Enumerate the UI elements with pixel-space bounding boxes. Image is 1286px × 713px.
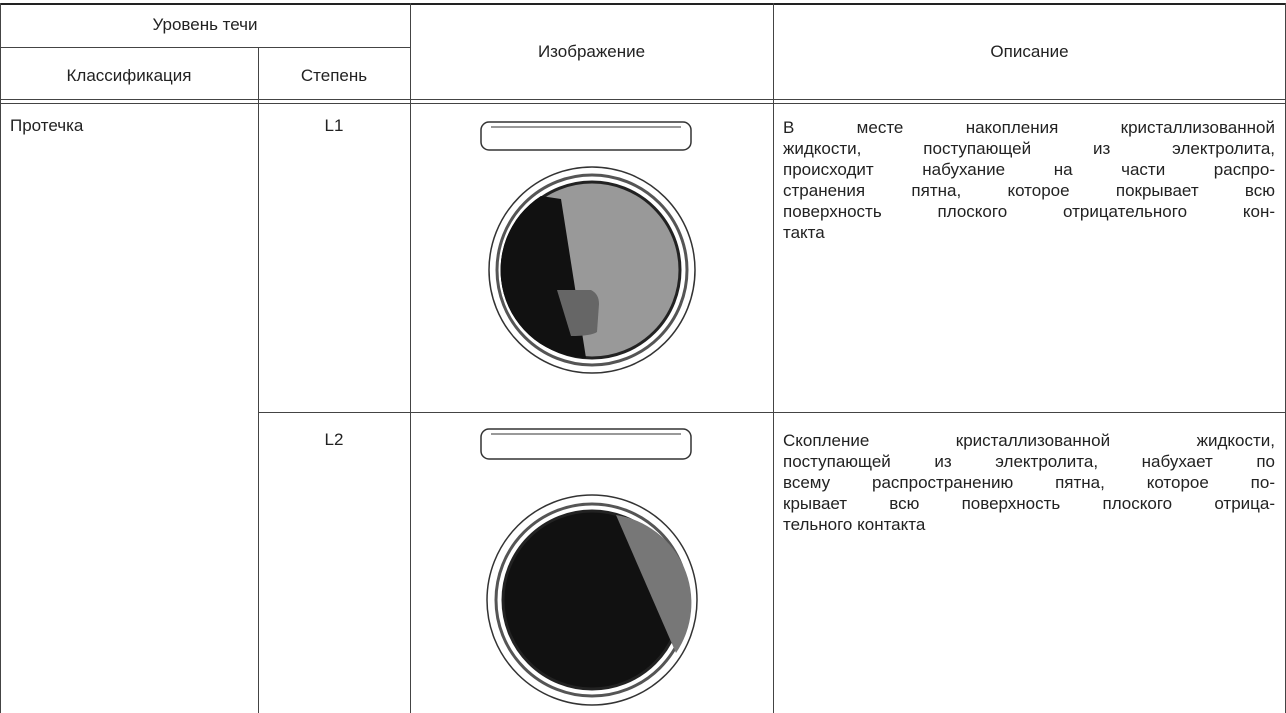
battery-image	[480, 121, 696, 374]
description-line: происходит набухание на части распро-	[783, 160, 1275, 179]
description-line: жидкости, поступающей из электролита,	[783, 139, 1275, 158]
description: Скопление кристаллизованной жидкости, пос…	[783, 430, 1275, 535]
description-line: странения пятна, которое покрывает всю	[783, 181, 1275, 200]
rule	[410, 3, 411, 713]
header-cell: Описание	[990, 42, 1069, 61]
description-line: В месте накопления кристаллизованной	[783, 118, 1275, 137]
description-line: поступающей из электролита, набухает по	[783, 452, 1275, 471]
rule	[258, 47, 259, 713]
description-line: крывает всю поверхность плоского отрица-	[783, 494, 1275, 513]
description: В месте накопления кристаллизованной жидк…	[783, 117, 1275, 243]
rule	[0, 99, 1286, 100]
description-line: такта	[783, 223, 825, 242]
rule	[0, 47, 410, 48]
description-line: тельного контакта	[783, 515, 926, 534]
rule	[258, 412, 1286, 413]
cell: Протечка	[10, 116, 84, 135]
header-cell: Степень	[300, 66, 368, 85]
header-cell: Уровень течи	[152, 15, 258, 34]
header-cell: Классификация	[66, 66, 192, 85]
rule	[0, 103, 1286, 104]
rule	[0, 3, 1, 713]
cell: L1	[324, 116, 344, 135]
description-line: всему распространению пятна, которое по-	[783, 473, 1275, 492]
description-line: поверхность плоского отрицательного кон-	[783, 202, 1275, 221]
battery-image	[480, 428, 698, 706]
cell: L2	[324, 430, 344, 449]
rule	[773, 3, 774, 713]
description-line: Скопление кристаллизованной жидкости,	[783, 431, 1275, 450]
header-cell: Изображение	[537, 42, 646, 61]
rule	[0, 3, 1286, 5]
